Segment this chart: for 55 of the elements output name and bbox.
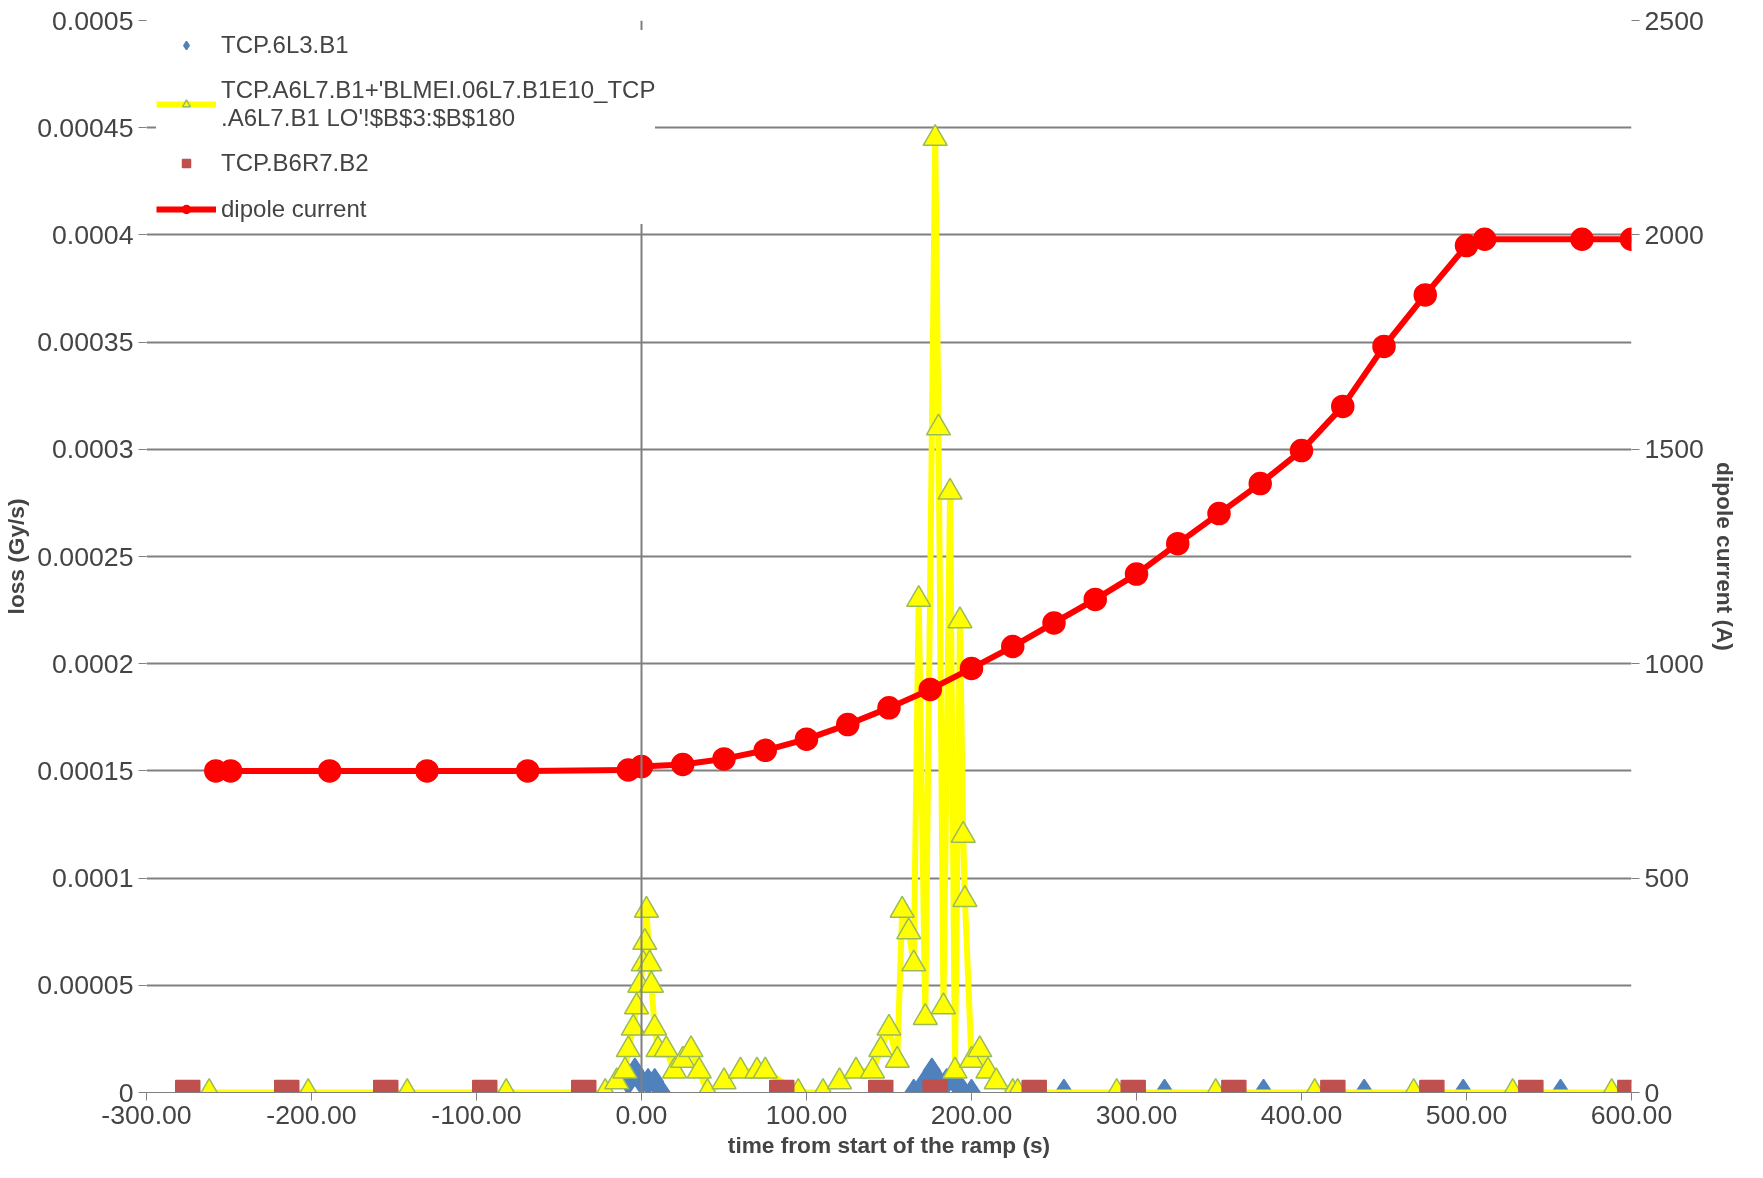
point xyxy=(1570,227,1594,251)
point xyxy=(1083,587,1107,612)
legend-label: TCP.A6L7.B1+'BLMEI.06L7.B1E10_TCP.A6L7.B1 LO'!$B$3:$B$180 xyxy=(221,76,656,132)
point xyxy=(415,759,439,783)
point xyxy=(1207,501,1231,526)
point xyxy=(753,738,777,763)
point xyxy=(918,677,942,702)
point xyxy=(1124,562,1149,586)
x-tick-label: 400.00 xyxy=(1260,1099,1343,1130)
point xyxy=(1331,394,1355,419)
y-tick-label: 0.0003 xyxy=(51,434,134,465)
x-tick-label: -200.00 xyxy=(266,1099,357,1130)
x-tick-label: -100.00 xyxy=(431,1099,522,1130)
point xyxy=(877,696,901,720)
y-tick-label: 0.00035 xyxy=(37,327,134,358)
point xyxy=(1372,334,1396,359)
x-tick-label: 100.00 xyxy=(765,1099,848,1130)
y-tick-label: 0.00015 xyxy=(37,755,134,786)
point xyxy=(671,752,695,777)
y-tick-label: 0.0002 xyxy=(51,648,134,679)
y2-tick-label: 500 xyxy=(1644,863,1689,894)
point xyxy=(1001,634,1025,659)
y-tick-label: 0.00025 xyxy=(37,541,134,572)
legend-label: TCP.B6R7.B2 xyxy=(221,148,369,178)
point xyxy=(1166,531,1190,556)
x-tick-label: 0.00 xyxy=(615,1099,668,1130)
y-tick-label: 0.00045 xyxy=(37,112,134,143)
point xyxy=(794,727,819,751)
y2-tick-label: 1000 xyxy=(1644,648,1704,679)
y2-tick-label: 2000 xyxy=(1644,219,1704,250)
y-tick-label: 0.0001 xyxy=(51,863,134,894)
point xyxy=(1289,438,1314,463)
x-tick-label: 500.00 xyxy=(1425,1099,1508,1130)
point xyxy=(1248,471,1272,496)
y-tick-label: 0.0005 xyxy=(51,5,134,36)
legend-label: dipole current xyxy=(221,194,367,224)
y-axis-title: loss (Gy/s) xyxy=(3,498,30,615)
y-tick-label: 0.00005 xyxy=(37,970,134,1001)
point xyxy=(1413,283,1437,307)
point xyxy=(1454,233,1479,258)
y-tick-label: 0.0004 xyxy=(51,219,134,250)
point xyxy=(836,712,860,737)
point xyxy=(1042,611,1066,635)
y2-tick-label: 2500 xyxy=(1644,5,1704,36)
y2-axis-title: dipole current (A) xyxy=(1711,462,1738,651)
y2-tick-label: 1500 xyxy=(1644,434,1704,465)
legend-label: TCP.6L3.B1 xyxy=(221,30,349,60)
point xyxy=(1472,227,1497,251)
point xyxy=(515,759,540,783)
point xyxy=(959,656,984,681)
x-tick-label: 300.00 xyxy=(1095,1099,1178,1130)
point xyxy=(317,759,342,783)
point xyxy=(712,747,736,771)
x-axis-title: time from start of the ramp (s) xyxy=(727,1131,1051,1158)
x-tick-label: 200.00 xyxy=(930,1099,1013,1130)
